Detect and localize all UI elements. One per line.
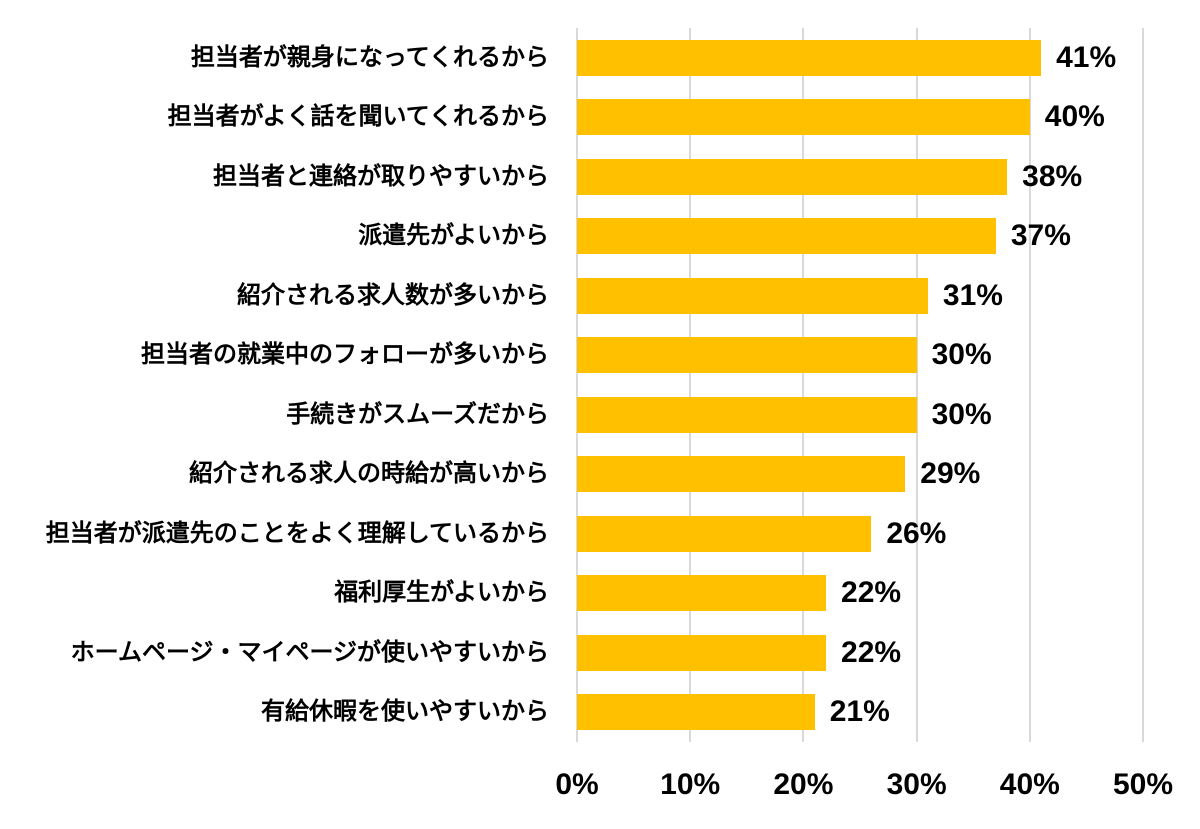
x-axis-tick-label: 40% <box>999 768 1060 801</box>
value-label: 41% <box>1056 40 1117 74</box>
category-label: 担当者が派遣先のことをよく理解しているから <box>45 519 549 547</box>
bar-track: 37% <box>577 207 1143 267</box>
gridline <box>915 28 918 742</box>
category-label: 担当者と連絡が取りやすいから <box>213 162 549 190</box>
chart-row: 有給休暇を使いやすいから 21% <box>0 683 1200 743</box>
category-label: 手続きがスムーズだから <box>286 400 549 428</box>
category-label: 担当者の就業中のフォローが多いから <box>141 341 549 369</box>
value-label: 26% <box>886 516 947 550</box>
bar-track: 22% <box>577 564 1143 624</box>
value-label: 40% <box>1044 100 1105 134</box>
bar-track: 22% <box>577 623 1143 683</box>
category-label: 派遣先がよいから <box>358 222 549 250</box>
chart-row: 担当者がよく話を聞いてくれるから 40% <box>0 88 1200 148</box>
chart-row: 担当者が派遣先のことをよく理解しているから 26% <box>0 504 1200 564</box>
bar-track: 38% <box>577 147 1143 207</box>
value-label: 30% <box>931 338 992 372</box>
x-axis-tick-label: 0% <box>555 768 599 801</box>
plot-gridlines <box>576 28 1144 742</box>
chart-row: 福利厚生がよいから 22% <box>0 564 1200 624</box>
chart-rows: 担当者が親身になってくれるから 41% 担当者がよく話を聞いてくれるから 40%… <box>0 28 1200 742</box>
chart-row: 紹介される求人数が多いから 31% <box>0 266 1200 326</box>
x-axis-tick-label: 30% <box>886 768 947 801</box>
value-label: 21% <box>829 695 890 729</box>
bar <box>577 99 1030 136</box>
chart-row: 担当者と連絡が取りやすいから 38% <box>0 147 1200 207</box>
gridline <box>1028 28 1031 742</box>
bar <box>577 158 1008 195</box>
bar-track: 29% <box>577 445 1143 505</box>
bar-track: 21% <box>577 683 1143 743</box>
category-label: 紹介される求人の時給が高いから <box>189 460 549 488</box>
value-label: 31% <box>942 278 1003 312</box>
chart-row: 担当者が親身になってくれるから 41% <box>0 28 1200 88</box>
x-axis: 0% 10% 20% 30% 40% 50% <box>555 742 1173 812</box>
bar <box>577 634 827 671</box>
bar <box>577 396 917 433</box>
chart-row: ホームページ・マイページが使いやすいから 22% <box>0 623 1200 683</box>
x-axis-tick-label: 10% <box>660 768 721 801</box>
category-label: 有給休暇を使いやすいから <box>261 698 549 726</box>
bar-track: 30% <box>577 385 1143 445</box>
bar <box>577 575 827 612</box>
bar-track: 26% <box>577 504 1143 564</box>
value-label: 30% <box>931 397 992 431</box>
bar <box>577 694 815 731</box>
x-axis-tick-label: 20% <box>773 768 834 801</box>
value-label: 22% <box>841 576 902 610</box>
gridline <box>576 28 578 742</box>
bar <box>577 337 917 374</box>
x-axis-tick-label: 50% <box>1112 768 1174 801</box>
category-label: 担当者がよく話を聞いてくれるから <box>167 103 549 131</box>
value-label: 38% <box>1022 159 1083 193</box>
bar <box>577 39 1042 76</box>
category-label: 福利厚生がよいから <box>334 579 549 607</box>
chart-row: 派遣先がよいから 37% <box>0 207 1200 267</box>
gridline <box>1142 28 1144 742</box>
category-label: 紹介される求人数が多いから <box>237 281 549 309</box>
bar <box>577 456 906 493</box>
chart-row: 担当者の就業中のフォローが多いから 30% <box>0 326 1200 386</box>
bar <box>577 218 996 255</box>
category-label: 担当者が親身になってくれるから <box>190 43 549 71</box>
gridline <box>802 28 805 742</box>
value-label: 29% <box>920 457 981 491</box>
gridline <box>689 28 692 742</box>
category-label: ホームページ・マイページが使いやすいから <box>70 638 549 666</box>
value-label: 37% <box>1010 219 1071 253</box>
bar-track: 41% <box>577 28 1143 88</box>
bar-track: 31% <box>577 266 1143 326</box>
chart-row: 紹介される求人の時給が高いから 29% <box>0 445 1200 505</box>
bar-track: 40% <box>577 88 1143 148</box>
bar <box>577 277 928 314</box>
value-label: 22% <box>841 635 902 669</box>
chart-row: 手続きがスムーズだから 30% <box>0 385 1200 445</box>
bar <box>577 515 872 552</box>
bar-track: 30% <box>577 326 1143 386</box>
